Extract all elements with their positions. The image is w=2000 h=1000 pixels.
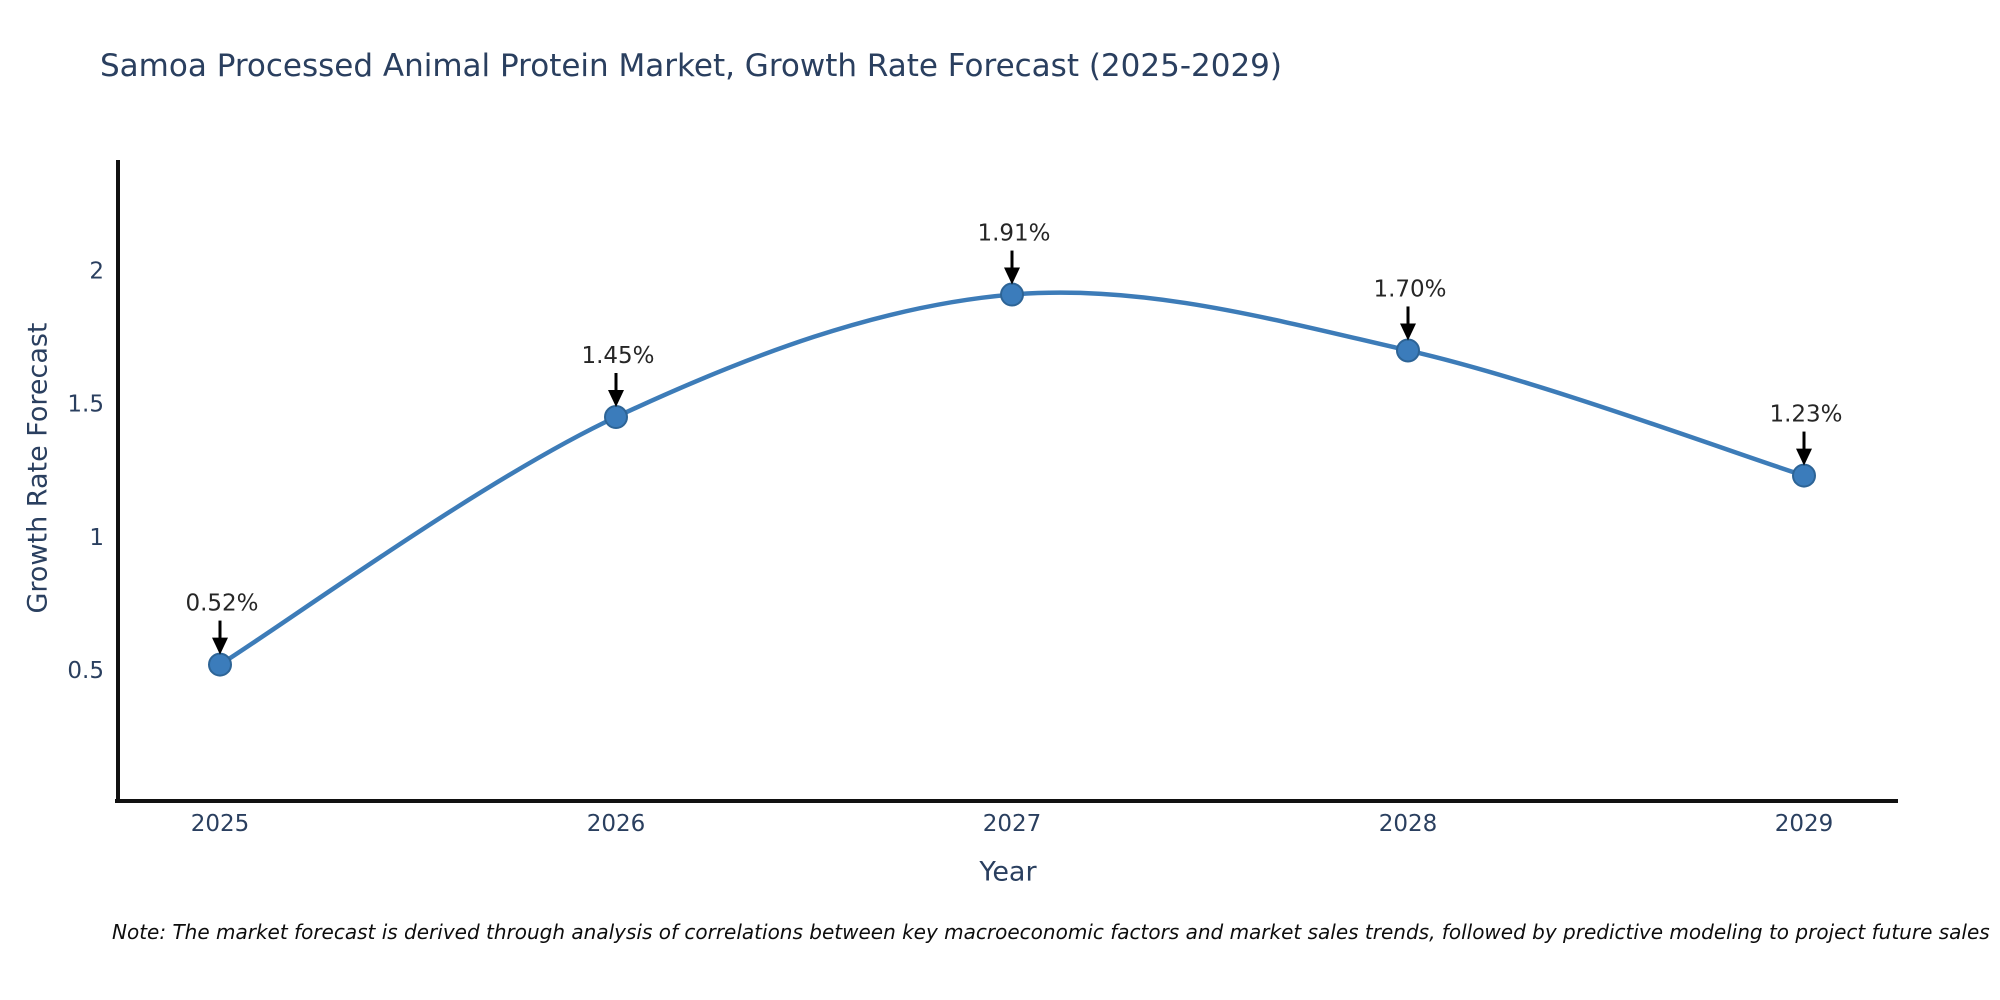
x-tick-label: 2029 — [1775, 811, 1834, 837]
y-tick-label: 0.5 — [67, 658, 104, 684]
x-tick-label: 2028 — [1379, 811, 1438, 837]
y-axis-title: Growth Rate Forecast — [22, 322, 54, 614]
x-tick-label: 2026 — [587, 811, 646, 837]
data-point-marker[interactable] — [1792, 463, 1816, 488]
y-tick-label: 2 — [89, 259, 104, 285]
footnote: Note: The market forecast is derived thr… — [112, 920, 1990, 944]
data-point-marker[interactable] — [1396, 338, 1420, 363]
annotation-arrowhead-icon — [1400, 323, 1416, 341]
data-point-label: 1.70% — [1373, 276, 1446, 302]
annotation-arrowhead-icon — [212, 637, 228, 655]
y-tick-label: 1 — [89, 525, 104, 551]
annotation-arrowhead-icon — [1796, 448, 1812, 466]
data-point-marker[interactable] — [1000, 282, 1024, 307]
data-point-label: 0.52% — [185, 591, 258, 617]
data-point-label: 1.45% — [581, 343, 654, 369]
data-point-label: 1.23% — [1769, 402, 1842, 428]
forecast-line — [217, 290, 1807, 667]
annotation-arrowhead-icon — [608, 390, 624, 408]
data-point-marker[interactable] — [208, 652, 232, 677]
chart-title: Samoa Processed Animal Protein Market, G… — [100, 48, 1282, 84]
x-tick-label: 2025 — [191, 811, 250, 837]
y-tick-label: 1.5 — [67, 392, 104, 418]
data-point-label: 1.91% — [977, 221, 1050, 247]
x-tick-label: 2027 — [983, 811, 1042, 837]
data-point-marker[interactable] — [604, 405, 628, 430]
x-axis-title: Year — [979, 856, 1037, 888]
annotation-arrowhead-icon — [1004, 267, 1020, 285]
